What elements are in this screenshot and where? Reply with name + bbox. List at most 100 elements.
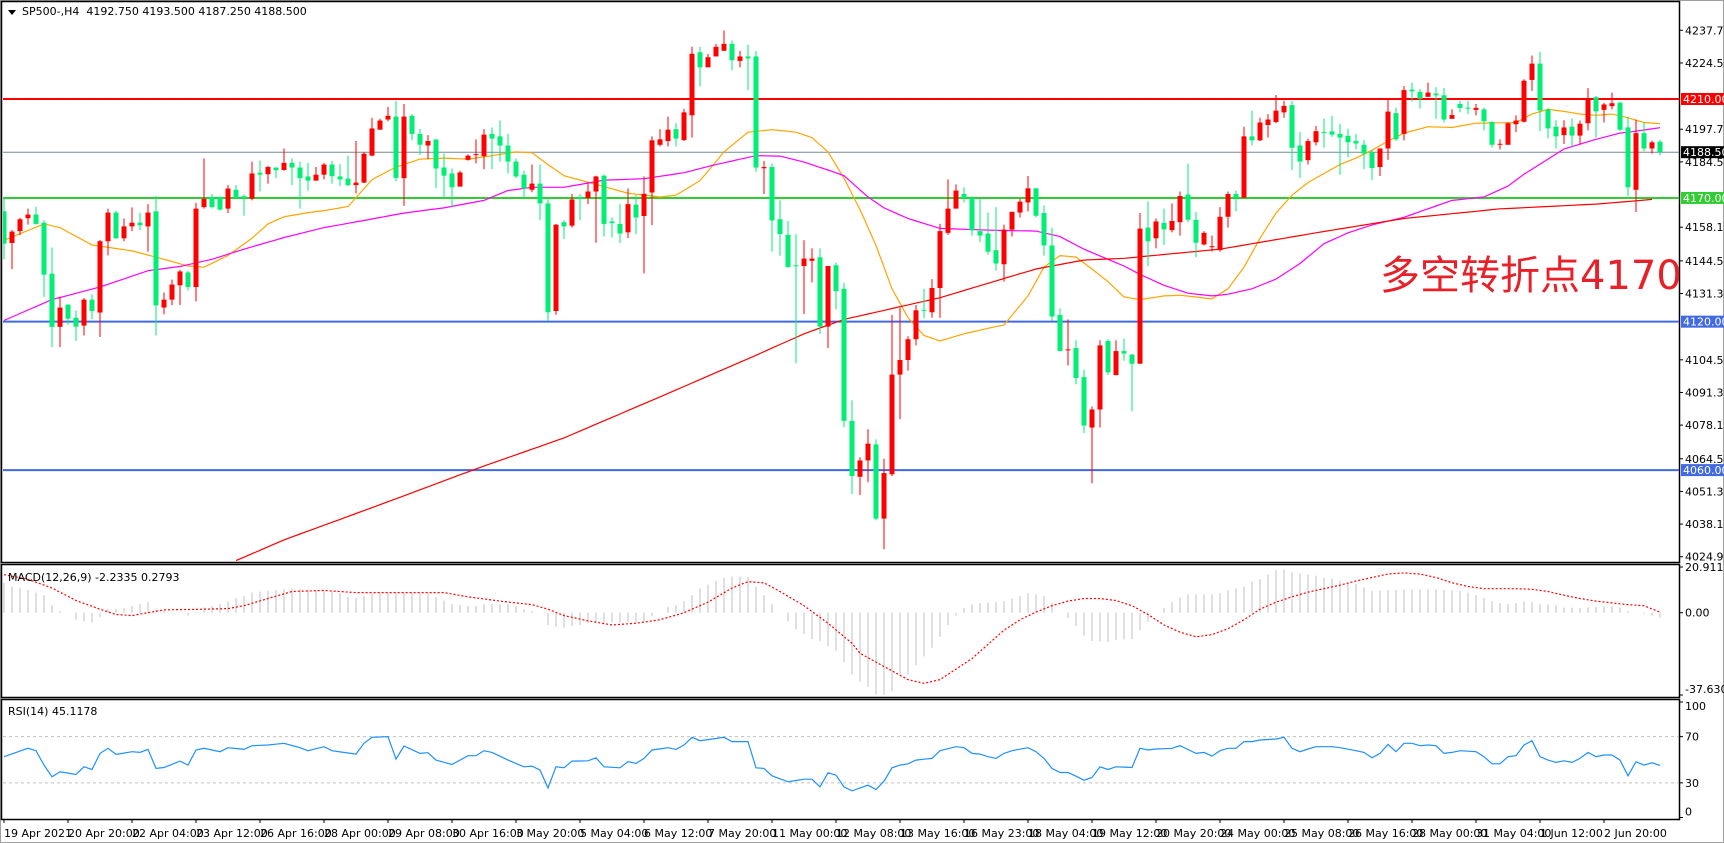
candle-body [1433,93,1439,96]
candle-body [769,167,775,221]
candle [1393,107,1399,142]
candle-body [169,284,175,300]
candle [529,164,535,193]
time-tick-label: 19 May 12:00 [1092,827,1167,840]
candle [1449,109,1455,119]
candle-body [281,162,287,171]
candle-body [945,208,951,233]
candle-body [1425,92,1431,97]
candle-body [753,56,759,168]
candle [993,207,999,271]
time-tick-label: 12 May 08:00 [836,827,911,840]
candle-body [201,198,207,208]
candle [49,247,55,348]
candle [393,100,399,182]
candle-body [1049,245,1055,317]
time-tick-label: 25 May 08:00 [1284,827,1359,840]
candle [273,167,279,179]
candle [1177,191,1183,236]
candle-body [185,272,191,288]
rsi-line [3,735,1661,792]
candle-body [609,221,615,224]
candle [673,123,679,147]
candle [841,282,847,428]
candle-body [81,299,87,326]
candle [1041,205,1047,256]
candle-body [777,219,783,235]
candle-body [233,189,239,198]
candle [241,194,247,216]
candle [81,298,87,336]
candle [513,158,519,179]
moving-average-line [3,108,1661,342]
candle-body [865,443,871,461]
candle [905,336,911,371]
dropdown-triangle-icon[interactable] [8,9,16,15]
time-tick-label: 19 Apr 2021 [4,827,72,840]
candle-body [649,140,655,193]
candle [657,129,663,147]
macd-tick-label: -37.6302 [1685,683,1724,696]
candle [1217,207,1223,252]
candle [425,135,431,160]
macd-plot [3,569,1661,695]
candle-body [633,204,639,218]
candle [1345,128,1351,158]
current-price-label: 4188.500 [1683,146,1724,159]
candle [1081,369,1087,433]
candle [745,44,751,91]
candle [1585,88,1591,131]
candle [609,217,615,238]
candle [33,206,39,225]
candle-body [785,234,791,268]
candle [617,204,623,243]
candle-body [625,204,631,233]
candle-body [473,154,479,156]
candle [1561,120,1567,145]
candle [1153,218,1159,249]
candle-body [209,196,215,208]
candle-body [353,182,359,186]
candle [1473,103,1479,116]
candle [1441,87,1447,123]
candle [961,187,967,203]
candle-body [481,134,487,157]
candle-body [1177,195,1183,223]
candle [401,103,407,206]
candle-body [1489,122,1495,145]
candle-body [241,196,247,198]
candle [817,248,823,334]
candle [785,220,791,268]
candle-body [1057,314,1063,352]
candle-body [1473,107,1479,110]
candle-body [433,139,439,169]
candle [681,108,687,142]
candle-body [601,175,607,224]
candle-body [305,176,311,181]
candle [265,165,271,184]
candle [729,40,735,71]
candle-body [161,299,167,308]
current-price-tag [1681,146,1724,159]
candle [57,296,63,348]
main-plot [3,30,1679,561]
candle [833,262,839,310]
candle-body [105,212,111,242]
candle-body [1625,127,1631,188]
candle-body [497,136,503,146]
candle-body [929,288,935,313]
candle [697,46,703,87]
candle [1489,121,1495,148]
time-tick-label: 13 May 16:00 [900,827,975,840]
candle-body [1289,105,1295,148]
candle-body [1097,345,1103,410]
candle-body [25,214,31,219]
candle-body [1457,103,1463,108]
candle-body [921,309,927,311]
candle-body [249,173,255,199]
candle-body [577,197,583,199]
candle-body [137,222,143,226]
candle-body [121,226,127,239]
candle-body [537,183,543,204]
